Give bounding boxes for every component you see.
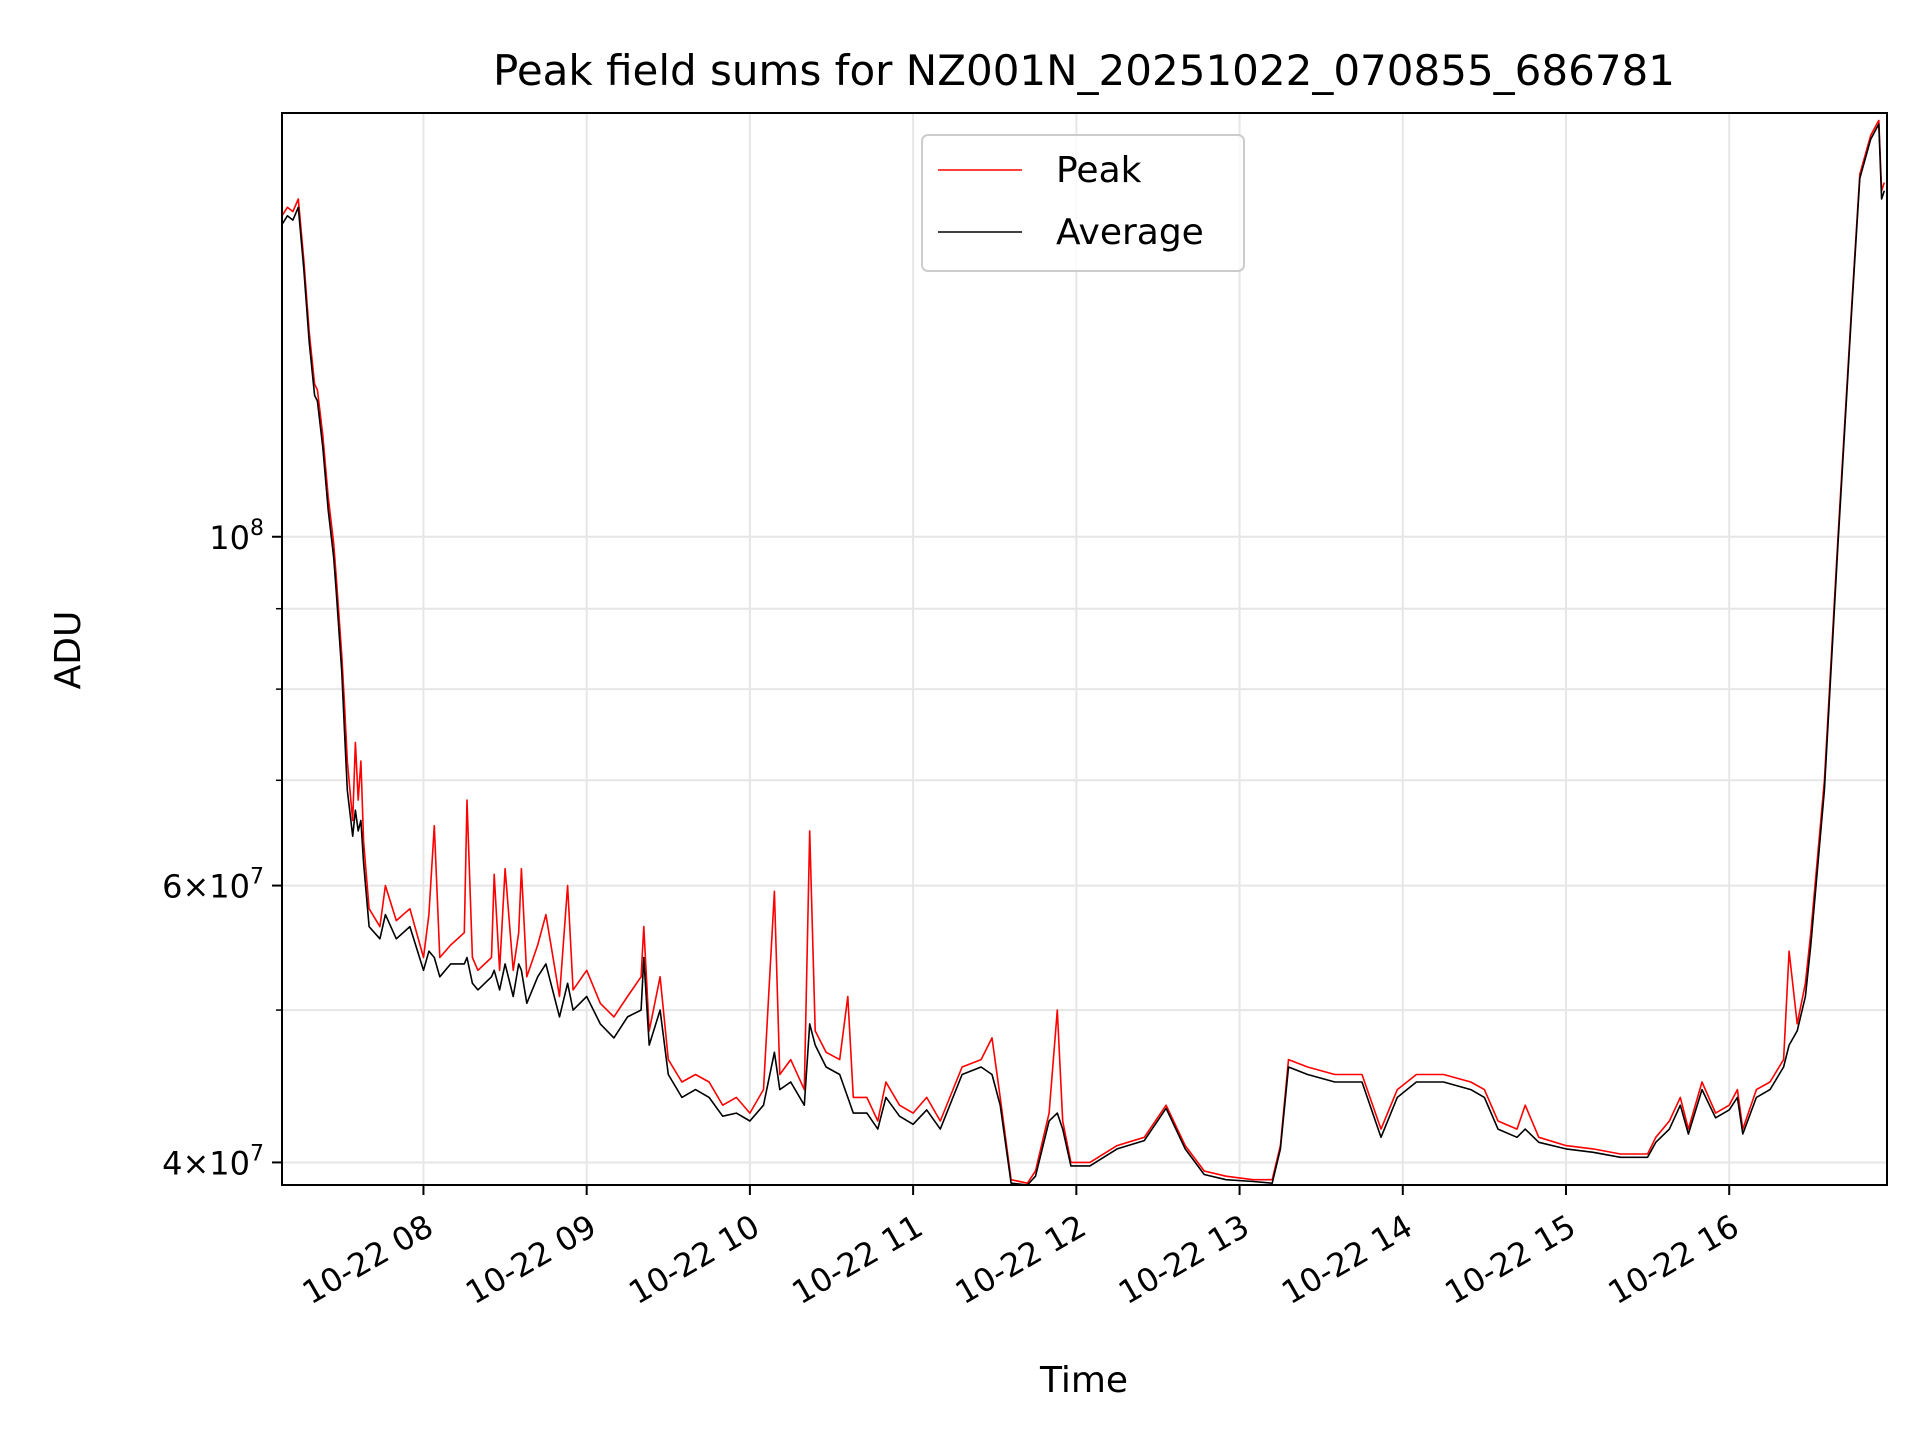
series-line-average [281,123,1886,1186]
y-tick-label: 4×107 [162,1141,264,1182]
series-layer [281,119,1886,1186]
y-tick-label: 6×107 [162,865,264,906]
legend-label-peak: Peak [1056,150,1142,191]
chart-title: Peak field sums for NZ001N_20251022_0708… [493,46,1675,95]
series-line-peak [281,119,1886,1184]
y-tick-exponent: 7 [250,1141,264,1166]
legend-box [921,134,1245,272]
y-tick-exponent: 8 [250,516,264,541]
y-tick-base: 6 [162,868,182,906]
y-tick-base: 4 [162,1144,182,1182]
y-tick-exponent: 7 [250,865,264,890]
y-axis-label: ADU [48,611,89,690]
legend-label-average: Average [1056,212,1204,253]
legend: Peak Average [921,134,1245,272]
plot-frame [281,112,1888,1186]
x-axis-label: Time [1039,1360,1128,1401]
